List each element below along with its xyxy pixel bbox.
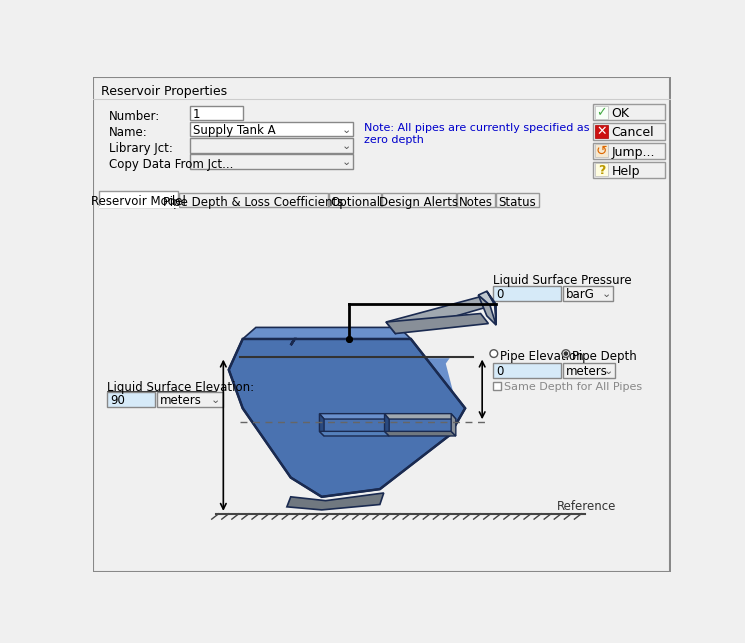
Polygon shape [320, 413, 389, 419]
Text: Pipe Depth: Pipe Depth [572, 350, 637, 363]
Bar [329, 193, 381, 207]
Text: Liquid Surface Pressure: Liquid Surface Pressure [493, 273, 632, 287]
Text: Optional: Optional [330, 195, 380, 209]
Polygon shape [384, 413, 456, 419]
Text: Reservoir Model: Reservoir Model [92, 195, 186, 208]
Bar [595, 144, 609, 158]
Text: Library Jct:: Library Jct: [109, 142, 173, 155]
Polygon shape [478, 295, 496, 325]
Text: ⌄: ⌄ [342, 157, 351, 167]
Polygon shape [386, 314, 489, 334]
Text: Pipe Depth & Loss Coefficients: Pipe Depth & Loss Coefficients [163, 195, 343, 209]
Text: 1: 1 [193, 108, 200, 121]
Polygon shape [229, 339, 465, 497]
Bar [593, 104, 665, 120]
Circle shape [562, 350, 570, 358]
Bar [99, 191, 178, 207]
Text: Status: Status [498, 195, 536, 209]
Text: Reservoir Properties: Reservoir Properties [101, 85, 227, 98]
Bar [595, 105, 609, 119]
Bar [493, 286, 561, 301]
Bar [190, 138, 352, 152]
Bar [156, 392, 223, 408]
Text: ↺: ↺ [596, 144, 607, 158]
Text: Design Alerts: Design Alerts [379, 195, 458, 209]
Polygon shape [451, 413, 456, 436]
Text: Liquid Surface Elevation:: Liquid Surface Elevation: [107, 381, 254, 394]
Text: 90: 90 [110, 394, 125, 408]
Bar [595, 163, 609, 176]
Text: Help: Help [612, 165, 640, 178]
Bar [562, 286, 613, 301]
Circle shape [490, 350, 498, 358]
Text: Supply Tank A: Supply Tank A [193, 124, 276, 137]
Polygon shape [243, 327, 411, 339]
Text: Cancel: Cancel [612, 127, 654, 140]
Text: 0: 0 [496, 365, 504, 378]
Text: 0: 0 [496, 288, 504, 301]
Bar [562, 363, 615, 378]
Text: Note: All pipes are currently specified as
zero depth: Note: All pipes are currently specified … [364, 123, 590, 145]
Text: ✕: ✕ [596, 125, 606, 138]
Circle shape [563, 351, 568, 356]
Polygon shape [386, 296, 489, 334]
Bar [593, 162, 665, 178]
Bar [190, 154, 352, 169]
Bar [190, 105, 243, 120]
Bar [496, 193, 539, 207]
Bar [493, 382, 501, 390]
Bar [190, 122, 352, 136]
Bar [382, 193, 456, 207]
Polygon shape [478, 291, 495, 305]
Polygon shape [320, 413, 324, 436]
Text: ✓: ✓ [596, 106, 606, 119]
Polygon shape [486, 291, 496, 325]
Polygon shape [232, 358, 457, 497]
Text: ?: ? [597, 164, 605, 177]
Bar [107, 392, 155, 408]
Text: OK: OK [612, 107, 630, 120]
Bar [179, 193, 328, 207]
Text: ⌄: ⌄ [601, 289, 611, 298]
Text: Name:: Name: [109, 125, 148, 139]
Text: Notes: Notes [459, 195, 493, 209]
Polygon shape [384, 431, 456, 436]
Polygon shape [320, 431, 389, 436]
Bar [457, 193, 495, 207]
Polygon shape [384, 413, 389, 436]
Bar [593, 123, 665, 140]
Bar [493, 363, 561, 378]
Polygon shape [287, 493, 384, 510]
Text: ⌄: ⌄ [342, 141, 351, 150]
Text: ⌄: ⌄ [211, 395, 221, 405]
Text: Pipe Elevation: Pipe Elevation [500, 350, 583, 363]
Text: Copy Data From Jct...: Copy Data From Jct... [109, 158, 233, 171]
Text: barG: barG [566, 288, 595, 301]
Text: Reference: Reference [557, 500, 616, 513]
Text: ⌄: ⌄ [603, 365, 613, 376]
Bar [595, 125, 609, 138]
Polygon shape [248, 377, 446, 494]
Text: Same Depth for All Pipes: Same Depth for All Pipes [504, 382, 642, 392]
Text: meters: meters [566, 365, 608, 378]
Text: Jump...: Jump... [612, 146, 655, 159]
Bar [593, 143, 665, 159]
Text: meters: meters [159, 394, 202, 408]
Text: ⌄: ⌄ [342, 125, 351, 134]
Text: Number:: Number: [109, 109, 160, 123]
Bar [97, 207, 667, 569]
